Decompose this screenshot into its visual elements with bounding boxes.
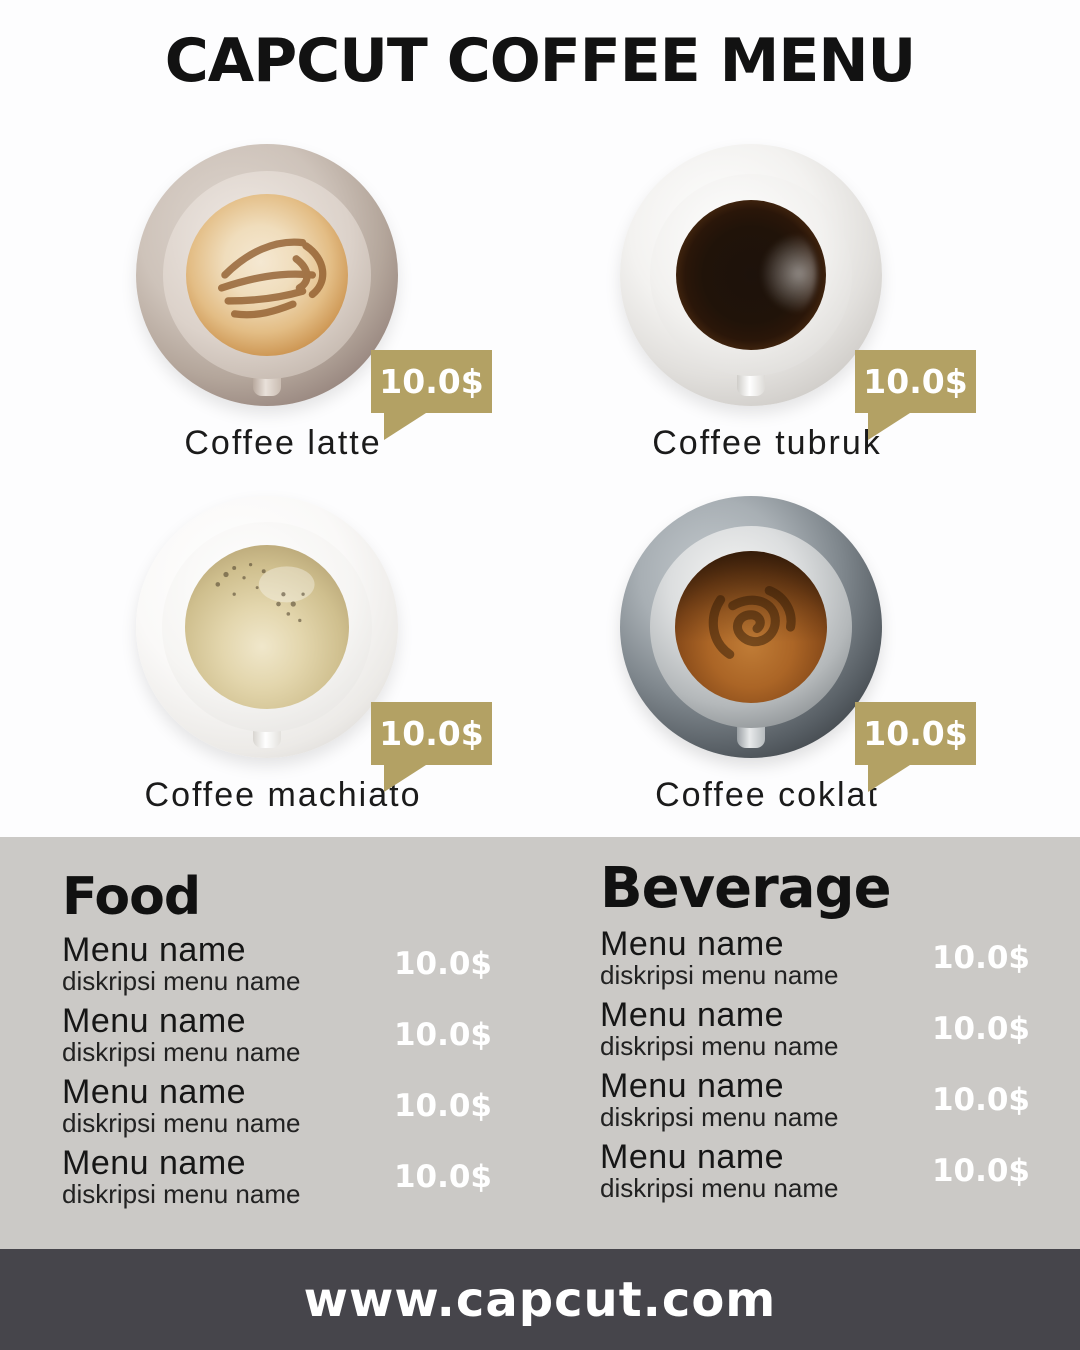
menu-item-row: Menu name diskripsi menu name 10.0$ bbox=[600, 998, 1030, 1060]
menu-item-row: Menu name diskripsi menu name 10.0$ bbox=[600, 1140, 1030, 1202]
price-label: 10.0$ bbox=[379, 362, 484, 401]
menu-item-description: diskripsi menu name bbox=[600, 959, 839, 990]
price-tag-tail bbox=[384, 765, 426, 792]
menu-list-section: Food Menu name diskripsi menu name 10.0$… bbox=[0, 837, 1080, 1249]
menu-item-price: 10.0$ bbox=[931, 1010, 1030, 1047]
page-title: CAPCUT COFFEE MENU bbox=[164, 26, 917, 96]
product-card-machiato: 10.0$ Coffee machiato bbox=[88, 490, 508, 835]
menu-item-price: 10.0$ bbox=[931, 939, 1030, 976]
menu-item-description: diskripsi menu name bbox=[62, 1036, 301, 1067]
menu-item-description: diskripsi menu name bbox=[600, 1101, 839, 1132]
menu-item-price: 10.0$ bbox=[931, 1081, 1030, 1118]
menu-item-description: diskripsi menu name bbox=[62, 1107, 301, 1138]
menu-item-price: 10.0$ bbox=[393, 945, 492, 982]
footer-bar: www.capcut.com bbox=[0, 1249, 1080, 1350]
price-tag-bubble: 10.0$ bbox=[371, 350, 492, 440]
beverage-heading: Beverage bbox=[600, 856, 892, 921]
product-name-label: Coffee latte bbox=[184, 424, 382, 462]
price-tag-bubble: 10.0$ bbox=[371, 702, 492, 792]
menu-item-row: Menu name diskripsi menu name 10.0$ bbox=[62, 1004, 492, 1066]
menu-item-text: Menu name diskripsi menu name bbox=[62, 933, 300, 995]
menu-item-text: Menu name diskripsi menu name bbox=[62, 1146, 300, 1208]
latte-crema-shape bbox=[186, 194, 348, 356]
crema-shape bbox=[185, 545, 349, 709]
crema-speckles bbox=[215, 563, 315, 623]
product-card-latte: 10.0$ Coffee latte bbox=[88, 138, 508, 483]
menu-item-text: Menu name diskripsi menu name bbox=[600, 1069, 838, 1131]
crema-coffee-photo bbox=[136, 496, 398, 758]
latte-coffee-photo bbox=[136, 144, 398, 406]
price-tag-tail bbox=[868, 413, 910, 440]
price-label: 10.0$ bbox=[379, 714, 484, 753]
menu-item-price: 10.0$ bbox=[393, 1158, 492, 1195]
price-tag-bubble: 10.0$ bbox=[855, 350, 976, 440]
menu-item-description: diskripsi menu name bbox=[600, 1172, 839, 1203]
chocolate-coffee-photo bbox=[620, 496, 882, 758]
price-tag-tail bbox=[868, 765, 910, 792]
menu-item-row: Menu name diskripsi menu name 10.0$ bbox=[600, 1069, 1030, 1131]
menu-item-description: diskripsi menu name bbox=[62, 1178, 301, 1209]
menu-item-description: diskripsi menu name bbox=[600, 1030, 839, 1061]
menu-item-row: Menu name diskripsi menu name 10.0$ bbox=[62, 933, 492, 995]
menu-item-name: Menu name bbox=[62, 1001, 247, 1040]
menu-item-name: Menu name bbox=[600, 995, 785, 1034]
product-card-coklat: 10.0$ Coffee coklat bbox=[572, 490, 992, 835]
menu-item-price: 10.0$ bbox=[393, 1087, 492, 1124]
menu-item-row: Menu name diskripsi menu name 10.0$ bbox=[62, 1075, 492, 1137]
price-tag-tail bbox=[384, 413, 426, 440]
menu-item-price: 10.0$ bbox=[393, 1016, 492, 1053]
menu-item-description: diskripsi menu name bbox=[62, 965, 301, 996]
product-name-label: Coffee coklat bbox=[655, 776, 879, 814]
menu-item-name: Menu name bbox=[600, 1137, 785, 1176]
menu-item-row: Menu name diskripsi menu name 10.0$ bbox=[600, 927, 1030, 989]
menu-item-name: Menu name bbox=[600, 1066, 785, 1105]
menu-item-text: Menu name diskripsi menu name bbox=[600, 1140, 838, 1202]
menu-item-text: Menu name diskripsi menu name bbox=[600, 998, 838, 1060]
menu-item-name: Menu name bbox=[62, 931, 247, 969]
menu-item-name: Menu name bbox=[600, 925, 785, 963]
black-coffee-photo bbox=[620, 144, 882, 406]
menu-item-name: Menu name bbox=[62, 1143, 247, 1182]
menu-item-text: Menu name diskripsi menu name bbox=[62, 1004, 300, 1066]
menu-item-text: Menu name diskripsi menu name bbox=[600, 927, 838, 989]
product-name-label: Coffee tubruk bbox=[652, 424, 882, 462]
beverage-column: Beverage Menu name diskripsi menu name 1… bbox=[600, 861, 1030, 1211]
menu-item-row: Menu name diskripsi menu name 10.0$ bbox=[62, 1146, 492, 1208]
website-url: www.capcut.com bbox=[303, 1271, 777, 1328]
price-label: 10.0$ bbox=[863, 714, 968, 753]
price-label: 10.0$ bbox=[863, 362, 968, 401]
menu-item-price: 10.0$ bbox=[931, 1152, 1030, 1189]
latte-art-fern bbox=[217, 238, 327, 319]
menu-item-text: Menu name diskripsi menu name bbox=[62, 1075, 300, 1137]
product-name-label: Coffee machiato bbox=[144, 776, 422, 814]
chocolate-foam-shape bbox=[675, 551, 827, 703]
price-tag-bubble: 10.0$ bbox=[855, 702, 976, 792]
black-coffee-shape bbox=[676, 200, 826, 350]
foam-swirl bbox=[708, 585, 796, 659]
food-heading: Food bbox=[62, 867, 201, 927]
product-card-tubruk: 10.0$ Coffee tubruk bbox=[572, 138, 992, 483]
menu-item-name: Menu name bbox=[62, 1072, 247, 1111]
food-column: Food Menu name diskripsi menu name 10.0$… bbox=[62, 871, 492, 1217]
